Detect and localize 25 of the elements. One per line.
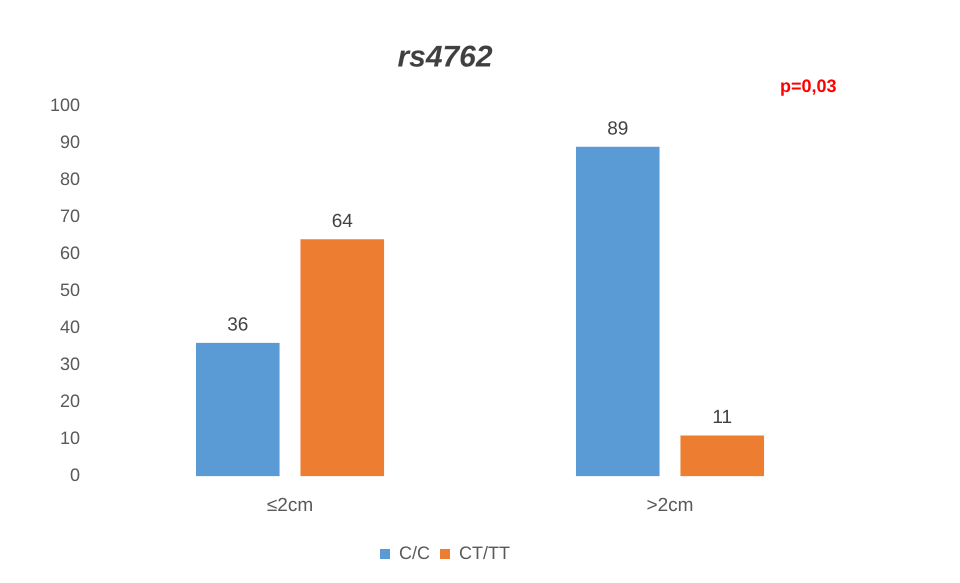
bar [576, 146, 660, 476]
x-tick-label: >2cm [646, 494, 694, 516]
x-tick-label: ≤2cm [266, 494, 314, 516]
legend-label: C/C [399, 542, 430, 563]
y-tick-label: 10 [60, 428, 80, 448]
data-label: 11 [712, 407, 732, 428]
y-tick-label: 100 [50, 94, 80, 115]
data-label: 64 [332, 211, 354, 232]
bar [196, 342, 280, 476]
y-tick-label: 90 [60, 132, 80, 152]
y-tick-label: 30 [60, 354, 80, 374]
y-tick-label: 60 [60, 243, 80, 264]
text: p=0,03 [780, 76, 837, 97]
y-tick-label: 50 [60, 280, 80, 300]
legend-label: CT/TT [459, 542, 510, 563]
y-tick-label: 20 [60, 391, 80, 412]
data-label: 89 [607, 118, 628, 140]
bar [680, 435, 764, 476]
chart-title: rs4762 [397, 40, 493, 74]
y-tick-label: 40 [60, 317, 80, 338]
y-tick-label: 70 [60, 206, 80, 226]
y-tick-label: 80 [60, 169, 80, 190]
bar [300, 239, 384, 476]
y-tick-label: 0 [70, 465, 80, 486]
data-label: 36 [227, 314, 248, 336]
